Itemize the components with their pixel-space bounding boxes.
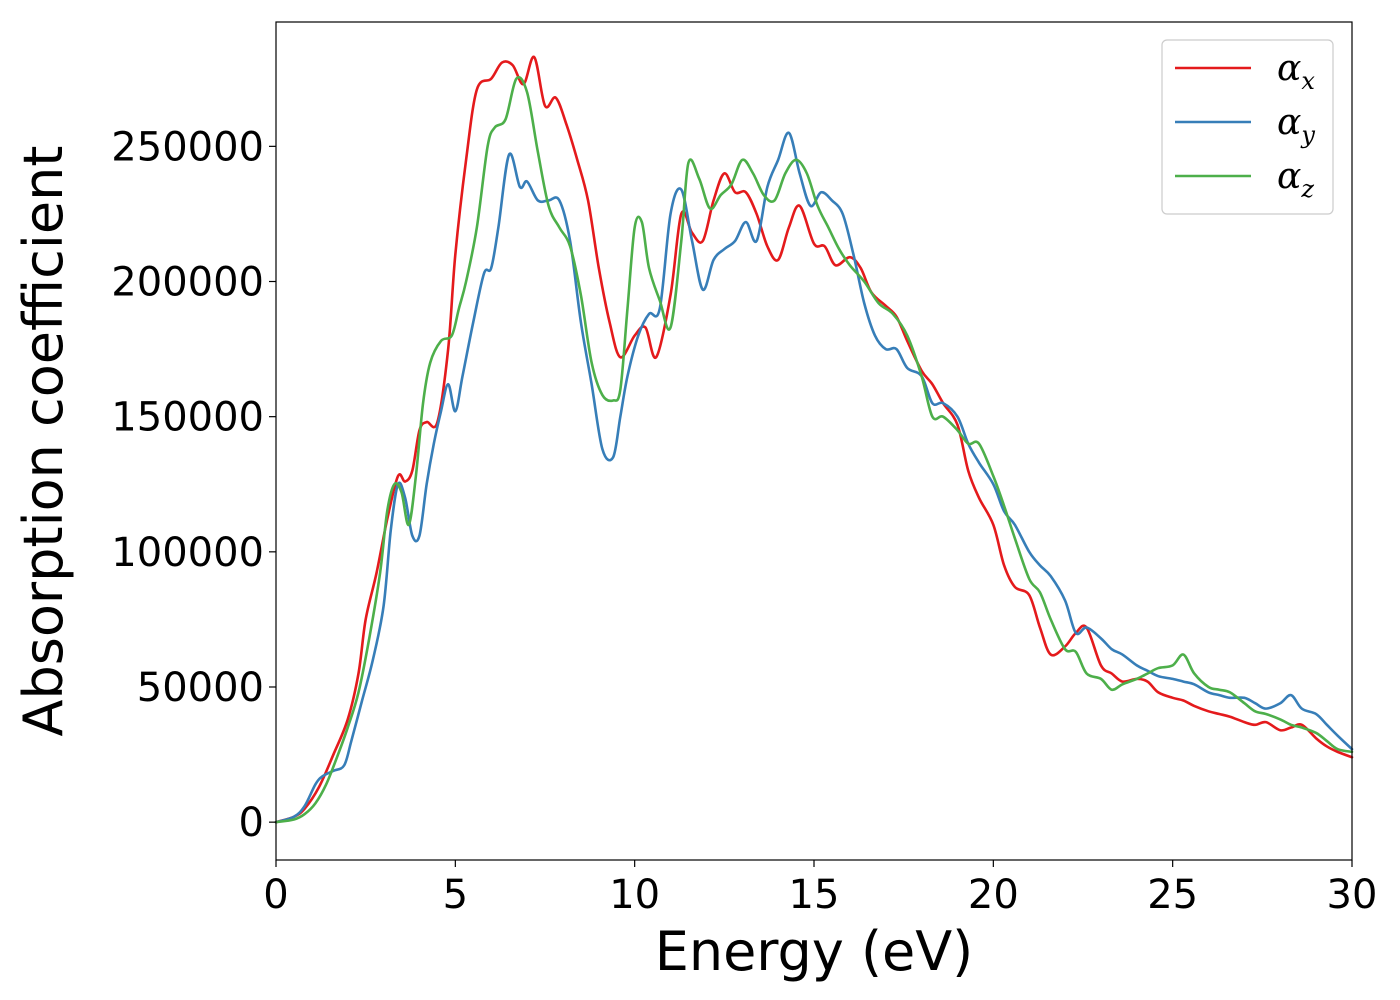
y-tick-label: 200000	[111, 260, 264, 306]
series-line-x	[274, 55, 1354, 824]
legend-subscript: y	[1300, 121, 1315, 149]
x-axis: 0 5 10 15 20 25 30	[263, 860, 1377, 918]
y-tick-label: 250000	[111, 124, 264, 170]
x-tick-label: 30	[1327, 872, 1378, 918]
legend-box	[1161, 39, 1334, 215]
y-tick-label: 50000	[137, 665, 264, 711]
y-tick-label: 100000	[111, 530, 264, 576]
x-axis-label: Energy (eV)	[655, 920, 974, 983]
legend-symbol: α	[1277, 48, 1301, 89]
x-tick-label: 25	[1147, 872, 1198, 918]
legend-label-z: αz	[1277, 156, 1314, 203]
x-tick-label: 15	[789, 872, 840, 918]
x-tick-label: 0	[263, 872, 288, 918]
legend-label-x: αx	[1277, 48, 1315, 95]
legend-subscript: z	[1300, 175, 1314, 203]
legend-label-y: αy	[1277, 102, 1315, 149]
y-axis: 0 50000 100000 150000 200000 250000	[111, 124, 276, 846]
plot-lines	[274, 55, 1354, 824]
y-axis-label: Absorption coefficient	[12, 146, 75, 737]
legend-subscript: x	[1301, 67, 1315, 95]
x-tick-label: 20	[968, 872, 1019, 918]
series-line-y	[274, 131, 1354, 824]
legend-symbol: α	[1277, 102, 1301, 143]
series-line-z	[274, 75, 1354, 824]
x-tick-label: 10	[609, 872, 660, 918]
y-tick-label: 0	[239, 800, 264, 846]
legend-symbol: α	[1277, 156, 1301, 197]
y-tick-label: 150000	[111, 395, 264, 441]
x-tick-label: 5	[443, 872, 468, 918]
